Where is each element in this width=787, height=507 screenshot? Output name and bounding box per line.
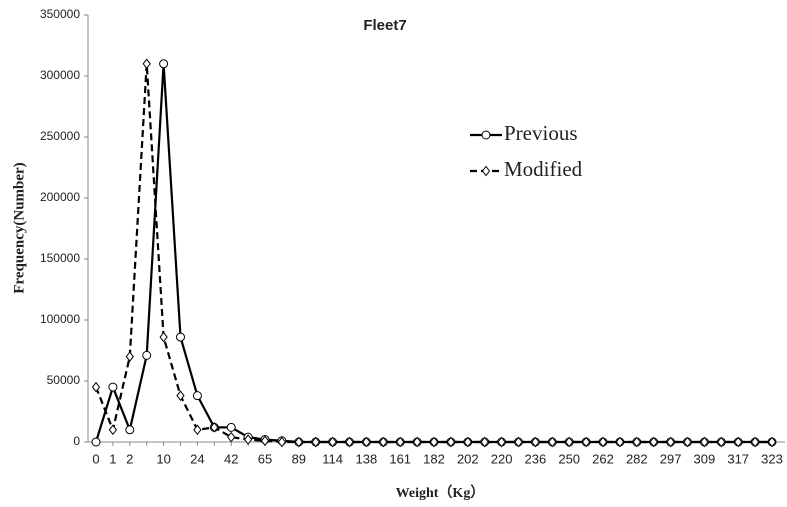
x-tick-label: 1 [109,451,116,466]
x-tick-label: 202 [457,451,479,466]
data-point [328,436,337,448]
data-point [108,382,118,392]
data-point [125,425,135,435]
x-tick-label: 220 [491,451,513,466]
y-tick-label: 100000 [40,312,80,326]
y-tick-label: 50000 [47,373,81,387]
legend-marker [481,165,491,177]
x-tick-label: 236 [525,451,547,466]
data-point [514,436,523,448]
data-point [193,424,202,436]
x-tick-label: 0 [92,451,99,466]
data-point [176,390,185,401]
data-point [497,436,506,448]
data-point [176,332,185,342]
data-point [192,391,202,401]
y-tick-label: 300000 [40,68,80,82]
x-tick-label: 89 [292,451,306,466]
x-tick-label: 323 [761,451,783,466]
x-tick-label: 282 [626,451,648,466]
data-point [581,436,591,448]
data-point [260,435,270,447]
data-point [396,436,405,448]
data-point [108,424,118,436]
series-line [94,63,772,444]
x-tick-label: 42 [224,451,238,466]
x-tick-label: 2 [126,451,133,466]
x-tick-label: 10 [156,451,170,466]
x-tick-label: 114 [322,451,343,466]
y-tick-label: 250000 [40,129,80,143]
x-tick-label: 262 [592,451,614,466]
data-point [632,436,641,448]
data-point [767,436,777,448]
data-point [446,436,456,448]
data-point [210,422,219,433]
data-point [142,58,151,70]
data-point [429,436,439,448]
data-point [91,437,101,447]
legend-label: Previous [504,121,578,145]
data-point [345,436,354,448]
series-line [94,63,772,444]
y-axis-title: Frequency(Number) [11,162,27,293]
data-point [277,436,287,448]
data-point [463,436,472,448]
data-point [565,436,574,448]
legend-label: Modified [504,157,583,181]
data-point [717,436,726,448]
data-point [750,436,760,448]
data-point [615,436,625,448]
data-point [125,351,134,362]
data-point [243,434,253,445]
data-point [362,436,371,448]
data-point [700,436,709,448]
data-point [91,381,101,393]
y-tick-label: 150000 [40,251,80,265]
data-point [142,350,152,360]
legend-marker [481,130,491,140]
x-tick-label: 24 [190,451,204,466]
x-axis-title: Weight（Kg） [396,485,485,501]
data-point [548,436,557,448]
data-point [666,436,675,448]
data-point [683,436,692,448]
y-tick-label: 200000 [40,190,80,204]
data-point [294,436,303,448]
data-point [311,436,320,448]
data-point [480,436,489,448]
y-tick-label: 0 [73,434,80,448]
data-point [412,436,422,448]
x-tick-label: 161 [389,451,411,466]
data-point [159,59,169,69]
data-point [649,436,658,448]
y-tick-label: 350000 [40,7,80,21]
data-point [531,436,540,448]
data-point [734,436,743,448]
x-tick-label: 297 [660,451,682,466]
x-tick-label: 65 [258,451,272,466]
x-tick-label: 138 [356,451,378,466]
x-tick-label: 317 [727,451,749,466]
data-point [598,436,608,448]
chart-title: Fleet7 [363,17,406,34]
data-point [227,431,236,443]
data-point [226,422,236,432]
data-point [379,436,388,448]
x-tick-label: 182 [423,451,445,466]
x-tick-label: 309 [694,451,716,466]
x-tick-label: 250 [558,451,580,466]
data-point [159,331,168,343]
